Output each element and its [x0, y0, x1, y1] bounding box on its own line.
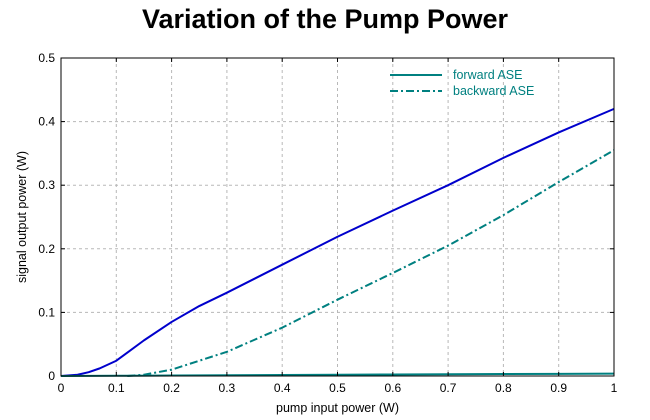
x-tick-label: 0.4 — [274, 381, 291, 395]
legend: forward ASE backward ASE — [390, 68, 534, 98]
y-tick-label: 0.4 — [38, 115, 55, 129]
x-tick-label: 0.3 — [219, 381, 236, 395]
chart-title: Variation of the Pump Power — [142, 4, 509, 34]
y-tick-label: 0.5 — [38, 51, 55, 65]
x-tick-label: 0.9 — [550, 381, 567, 395]
series-line-2 — [127, 149, 615, 377]
x-tick-label: 0.6 — [384, 381, 401, 395]
x-tick-label: 0.5 — [329, 381, 346, 395]
x-tick-label: 0.7 — [440, 381, 457, 395]
y-axis-label: signal output power (W) — [15, 151, 29, 283]
legend-label: forward ASE — [453, 68, 522, 82]
x-tick-label: 1 — [611, 381, 618, 395]
x-tick-label: 0.2 — [163, 381, 180, 395]
x-tick-label: 0.1 — [108, 381, 125, 395]
y-tick-label: 0.1 — [38, 305, 55, 319]
series-line-0 — [60, 107, 615, 377]
grid — [61, 58, 614, 376]
x-axis-label: pump input power (W) — [276, 401, 399, 415]
x-tick-label: 0.8 — [495, 381, 512, 395]
y-tick-label: 0.3 — [38, 178, 55, 192]
x-tick-label: 0 — [58, 381, 65, 395]
ticks: 0 0.1 0.2 0.3 0.4 0.5 0.6 0.7 0.8 0.9 1 0 0.1 0.2 0.3 0… — [38, 51, 617, 395]
legend-label: backward ASE — [453, 84, 534, 98]
y-tick-label: 0 — [48, 369, 55, 383]
y-tick-label: 0.2 — [38, 242, 55, 256]
